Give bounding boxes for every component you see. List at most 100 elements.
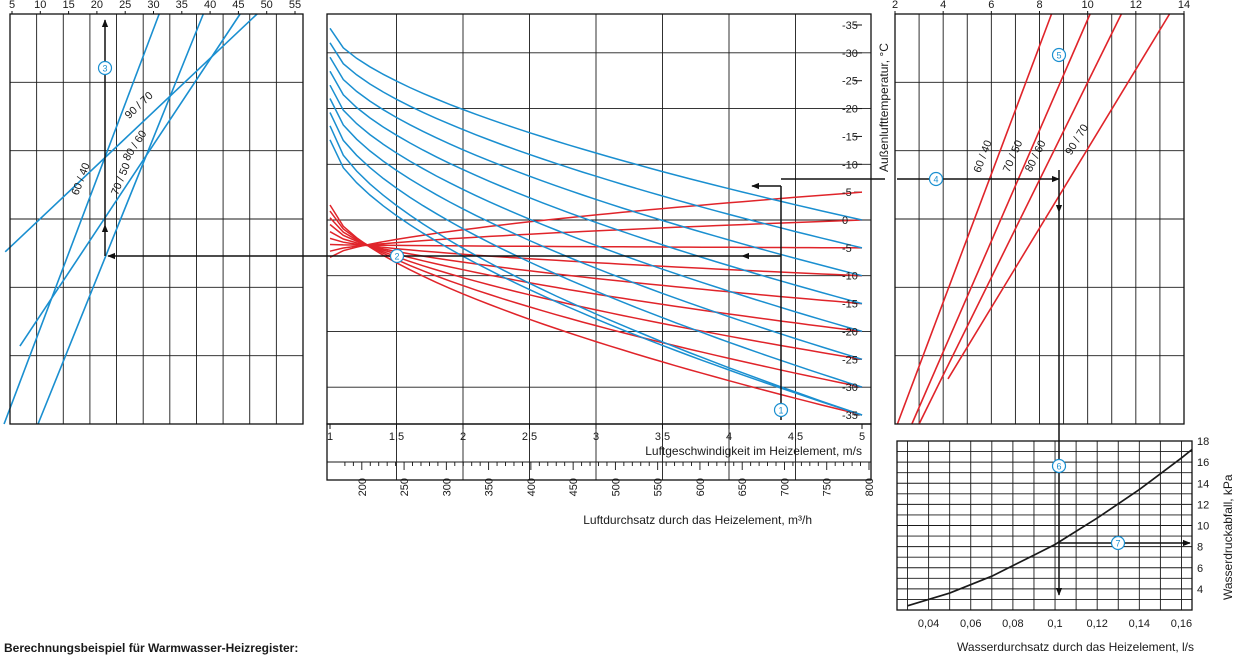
center-right-tick-label: -30 xyxy=(842,382,858,394)
bottom-y-tick-label: 14 xyxy=(1197,478,1209,490)
left-x-tick-label: 25 xyxy=(119,0,131,11)
center-blue-curve xyxy=(329,70,863,305)
left-x-tick-label: 10 xyxy=(34,0,46,11)
bottom-y-tick-label: 16 xyxy=(1197,457,1209,469)
center-blue-curve xyxy=(329,56,863,277)
bottom-x-tick-label: 0,04 xyxy=(918,618,939,630)
marker-number: 7 xyxy=(1115,539,1120,549)
center-red-curve xyxy=(329,210,863,388)
center-right-tick-label: -35 xyxy=(842,20,858,32)
bottom-y-tick-label: 8 xyxy=(1197,542,1203,554)
marker-circle xyxy=(1051,47,1067,63)
center-red-curve xyxy=(329,204,863,416)
center-right-tick-label: -10 xyxy=(842,159,858,171)
center-x-axis-title: Luftgeschwindigkeit im Heizelement, m/s xyxy=(645,444,862,458)
center-x-tick-label: 1,5 xyxy=(389,431,404,443)
marker-number: 2 xyxy=(394,252,399,262)
left-series-label: 90 / 70 xyxy=(123,90,156,122)
center-x-tick-label: 5 xyxy=(859,431,865,443)
center-flow-tick-label: 300 xyxy=(441,478,453,496)
center-x-tick-label: 3,5 xyxy=(655,431,670,443)
right-x-tick-label: 8 xyxy=(1036,0,1042,11)
center-blue-curve xyxy=(329,139,863,416)
center-red-curve xyxy=(329,223,863,333)
center-flow-tick-label: 800 xyxy=(864,478,876,496)
bottom-x-tick-label: 0,14 xyxy=(1129,618,1150,630)
center-flow-tick-label: 650 xyxy=(737,478,749,496)
left-x-tick-label: 35 xyxy=(176,0,188,11)
left-x-tick-label: 45 xyxy=(232,0,244,11)
bottom-plot-frame xyxy=(896,440,1193,611)
bottom-y-tick-label: 6 xyxy=(1197,563,1203,575)
bottom-x-tick-label: 0,1 xyxy=(1047,618,1062,630)
left-x-tick-label: 20 xyxy=(91,0,103,11)
center-axis-frame xyxy=(326,423,872,481)
center-x-tick-label: 4,5 xyxy=(788,431,803,443)
center-right-tick-label: -5 xyxy=(842,187,852,199)
center-right-tick-label: -35 xyxy=(842,410,858,422)
left-x-tick-label: 15 xyxy=(62,0,74,11)
center-red-curve xyxy=(329,243,863,249)
center-x-tick-label: 2 xyxy=(460,431,466,443)
left-plot-frame xyxy=(9,13,304,425)
center-right-tick-label: -25 xyxy=(842,354,858,366)
pressure-drop-curve xyxy=(907,448,1193,607)
center-red-curve xyxy=(329,237,863,277)
right-series-line xyxy=(896,13,1053,425)
right-x-tick-label: 14 xyxy=(1178,0,1190,11)
center-x-tick-label: 3 xyxy=(593,431,599,443)
bottom-y-tick-label: 18 xyxy=(1197,436,1209,448)
marker-circle xyxy=(928,171,944,187)
center-right-tick-label: -15 xyxy=(842,131,858,143)
left-x-tick-label: 30 xyxy=(147,0,159,11)
right-x-tick-label: 10 xyxy=(1082,0,1094,11)
marker-circle xyxy=(1051,458,1067,474)
center-flow-tick-label: 700 xyxy=(779,478,791,496)
marker-number: 1 xyxy=(778,406,783,416)
center-right-tick-label: -5 xyxy=(842,243,852,255)
right-series-label: 90 / 70 xyxy=(1063,122,1091,157)
bottom-x-tick-label: 0,08 xyxy=(1002,618,1023,630)
center-x-tick-label: 4 xyxy=(726,431,732,443)
center-blue-curve xyxy=(329,27,863,221)
left-series-line xyxy=(19,13,241,347)
center-blue-curve xyxy=(329,112,863,388)
left-series-line xyxy=(3,13,160,425)
left-x-tick-label: 50 xyxy=(261,0,273,11)
marker-6: 6 xyxy=(1051,458,1067,474)
marker-circle xyxy=(97,60,113,76)
marker-number: 3 xyxy=(102,64,107,74)
left-series-label: 60 / 40 xyxy=(70,161,93,197)
marker-number: 4 xyxy=(933,175,938,185)
center-right-tick-label: -20 xyxy=(842,104,858,116)
bottom-y-tick-label: 4 xyxy=(1197,584,1203,596)
marker-1: 1 xyxy=(773,402,789,418)
right-y-axis-title: Außenlufttemperatur, °C xyxy=(877,43,891,172)
center-blue-curve xyxy=(329,84,863,333)
marker-4: 4 xyxy=(928,171,944,187)
marker-5: 5 xyxy=(1051,47,1067,63)
right-x-tick-label: 6 xyxy=(988,0,994,11)
left-series-line xyxy=(37,13,205,425)
center-flow-tick-label: 450 xyxy=(568,478,580,496)
right-series-label: 70 / 50 xyxy=(1001,139,1025,175)
right-series-line xyxy=(918,13,1123,425)
center-flow-tick-label: 500 xyxy=(610,478,622,496)
center-right-tick-label: 0 xyxy=(842,215,848,227)
marker-number: 6 xyxy=(1056,462,1061,472)
bottom-y-axis-title: Wasserdruckabfall, kPa xyxy=(1221,474,1235,600)
center-x-tick-label: 1 xyxy=(327,431,333,443)
marker-circle xyxy=(1110,535,1126,551)
bottom-x-tick-label: 0,12 xyxy=(1086,618,1107,630)
center-flow-tick-label: 750 xyxy=(822,478,834,496)
center-blue-curve xyxy=(329,98,863,361)
center-flow-axis-title: Luftdurchsatz durch das Heizelement, m³/… xyxy=(583,513,812,527)
center-blue-curve xyxy=(329,125,863,416)
center-right-tick-label: -20 xyxy=(842,326,858,338)
left-series-label: 70 / 50 xyxy=(109,161,133,197)
center-right-tick-label: -25 xyxy=(842,76,858,88)
right-plot-frame xyxy=(894,13,1185,425)
bottom-y-tick-label: 12 xyxy=(1197,499,1209,511)
marker-number: 5 xyxy=(1056,51,1061,61)
